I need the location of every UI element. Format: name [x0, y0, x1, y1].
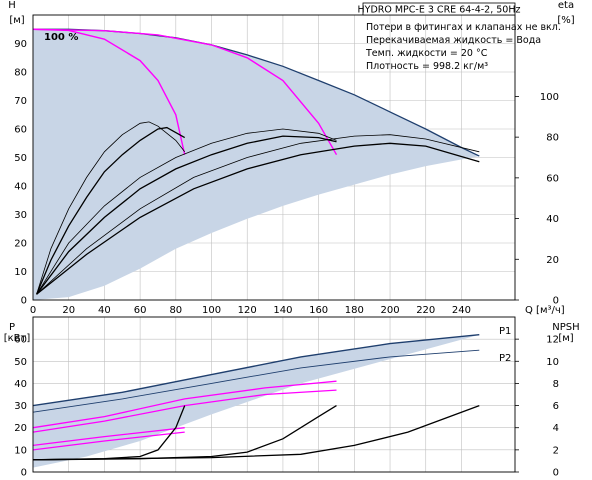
- head-y2-tick-label: 0: [553, 296, 559, 307]
- efficiency-curve: [36, 142, 480, 295]
- chart-title-box: [362, 2, 516, 16]
- power-y-tick-label: 40: [14, 379, 27, 390]
- max-power-curve-p1: [33, 334, 480, 407]
- flow-axis-label: Q [м³/ч]: [525, 305, 565, 316]
- efficiency-curve: [36, 135, 337, 295]
- head-x-tick-label: 100: [202, 305, 221, 316]
- system-head-curve: [33, 28, 338, 156]
- head-y-tick-label: 60: [14, 125, 27, 136]
- power-envelope-area: [33, 334, 480, 468]
- info-line-1: Потери в фитингах и клапанах не вкл.: [366, 22, 561, 33]
- head-envelope: [33, 29, 480, 300]
- head-y2-tick-label: 60: [546, 173, 559, 184]
- info-line-2: Перекачиваемая жидкость = Вода: [366, 35, 541, 46]
- eta-axis-unit: [%]: [557, 15, 574, 26]
- head-chart-axes: 0 20 40 60 80 100 120 140 160 180 200 220 2400102030…: [14, 14, 559, 316]
- head-x-tick-label: 20: [62, 305, 75, 316]
- npsh-curve: [33, 404, 480, 461]
- head-envelope-area: [33, 29, 480, 300]
- head-y-tick-label: 90: [14, 39, 27, 50]
- p2-series-label: P2: [499, 353, 511, 364]
- power-y-tick-label: 30: [14, 401, 27, 412]
- head-y-tick-label: 0: [21, 296, 27, 307]
- head-x-tick-label: 160: [309, 305, 328, 316]
- chart-title: HYDRO MPC-E 3 CRE 64-4-2, 50Hz: [358, 5, 521, 16]
- head-y2-tick-label: 80: [546, 133, 559, 144]
- head-x-tick-label: 120: [238, 305, 257, 316]
- efficiency-curve: [36, 128, 337, 295]
- power-y2-tick-label: 6: [553, 401, 559, 412]
- power-axis-label: P: [9, 322, 15, 333]
- power-chart-axes: 0 10 20 30 40 50 60 0 2 4 6 8 10 12: [14, 316, 559, 479]
- head-y-tick-label: 10: [14, 267, 27, 278]
- head-x-tick-label: 220: [416, 305, 435, 316]
- power-curves: [33, 334, 480, 461]
- head-y2-tick-label: 100: [540, 92, 559, 103]
- power-y-tick-label: 50: [14, 357, 27, 368]
- head-axis-label: H: [8, 0, 16, 11]
- speed-annotation: 100 %: [44, 32, 78, 43]
- head-y-tick-label: 20: [14, 239, 27, 250]
- eta-axis-label: eta: [558, 0, 574, 11]
- head-y-tick-label: 70: [14, 96, 27, 107]
- head-x-tick-label: 140: [273, 305, 292, 316]
- power-y2-tick-label: 2: [553, 445, 559, 456]
- system-power-curve: [33, 380, 337, 429]
- power-y2-tick-label: 0: [553, 468, 559, 479]
- head-axis-unit: [м]: [9, 15, 24, 26]
- head-y-tick-label: 30: [14, 210, 27, 221]
- head-y-tick-label: 40: [14, 182, 27, 193]
- head-x-tick-label: 240: [452, 305, 471, 316]
- head-x-tick-label: 200: [380, 305, 399, 316]
- power-y2-tick-label: 10: [546, 357, 559, 368]
- system-power-curve: [33, 427, 185, 447]
- efficiency-curve: [36, 126, 186, 295]
- head-x-tick-label: 80: [169, 305, 182, 316]
- head-curves: [33, 28, 480, 295]
- npsh-axis-label: NPSH: [552, 322, 579, 333]
- max-power-curve-p2: [33, 349, 480, 413]
- power-axis-unit: [кВт]: [4, 333, 31, 344]
- power-y2-tick-label: 8: [553, 379, 559, 390]
- head-x-tick-label: 60: [134, 305, 147, 316]
- power-y-tick-label: 10: [14, 445, 27, 456]
- power-y-tick-label: 60: [14, 335, 27, 346]
- head-y2-tick-label: 20: [546, 255, 559, 266]
- head-y-tick-label: 50: [14, 153, 27, 164]
- power-y-tick-label: 0: [21, 468, 27, 479]
- power-envelope: [33, 334, 480, 468]
- efficiency-curve: [36, 121, 186, 295]
- head-y-tick-label: 80: [14, 68, 27, 79]
- power-y-tick-label: 20: [14, 423, 27, 434]
- power-frame: [32, 316, 516, 473]
- head-x-tick-label: 40: [98, 305, 111, 316]
- npsh-axis-unit: [м]: [558, 333, 573, 344]
- power-y2-tick-label: 12: [546, 335, 559, 346]
- head-x-tick-label: 180: [345, 305, 364, 316]
- efficiency-curve: [36, 134, 480, 295]
- head-frame: [32, 14, 516, 301]
- info-line-3: Темп. жидкости = 20 °C: [365, 48, 488, 59]
- head-y2-tick-label: 40: [546, 214, 559, 225]
- head-x-tick-label: 0: [30, 305, 36, 316]
- p1-series-label: P1: [499, 326, 511, 337]
- info-line-4: Плотность = 998.2 кг/м³: [366, 61, 488, 72]
- power-y2-tick-label: 4: [553, 423, 559, 434]
- system-power-curve: [33, 431, 185, 451]
